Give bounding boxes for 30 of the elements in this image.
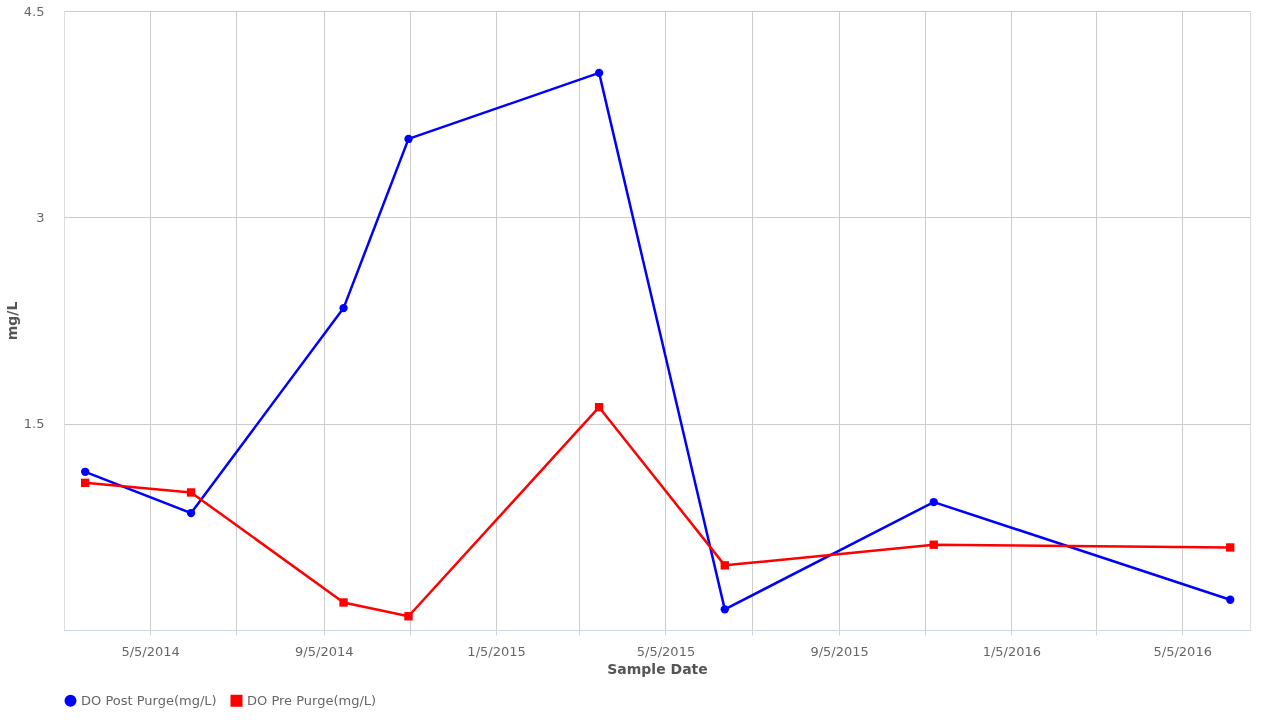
legend-label: DO Post Purge(mg/L)	[81, 692, 217, 708]
y-tick-label: 1.5	[23, 416, 45, 432]
point	[929, 540, 938, 549]
x-tick-label: 9/5/2014	[295, 643, 354, 659]
x-tick-label: 1/5/2016	[982, 643, 1042, 659]
point	[1226, 595, 1235, 604]
point	[594, 402, 604, 412]
legend-label: DO Pre Purge(mg/L)	[247, 692, 377, 708]
x-tick-label: 9/5/2015	[810, 643, 869, 659]
point	[594, 68, 604, 78]
point	[404, 134, 413, 144]
x-tick-label: 5/5/2014	[121, 643, 180, 659]
point	[186, 508, 196, 518]
point	[929, 497, 938, 507]
y-tick-label: 3	[36, 209, 45, 225]
point	[720, 561, 729, 570]
x-axis-title: Sample Date	[607, 660, 708, 677]
x-tick-label: 5/5/2016	[1153, 643, 1212, 659]
y-tick-label: 4.5	[23, 3, 45, 19]
x-tick-label: 1/5/2015	[467, 643, 526, 659]
point	[186, 488, 196, 497]
x-tick-label: 5/5/2015	[636, 643, 696, 659]
point	[404, 612, 413, 621]
point	[720, 605, 729, 614]
point	[81, 467, 90, 476]
point	[339, 598, 348, 607]
point	[1226, 543, 1235, 552]
y-axis-title: mg/L	[3, 301, 20, 341]
point	[339, 303, 348, 313]
point	[81, 478, 90, 487]
